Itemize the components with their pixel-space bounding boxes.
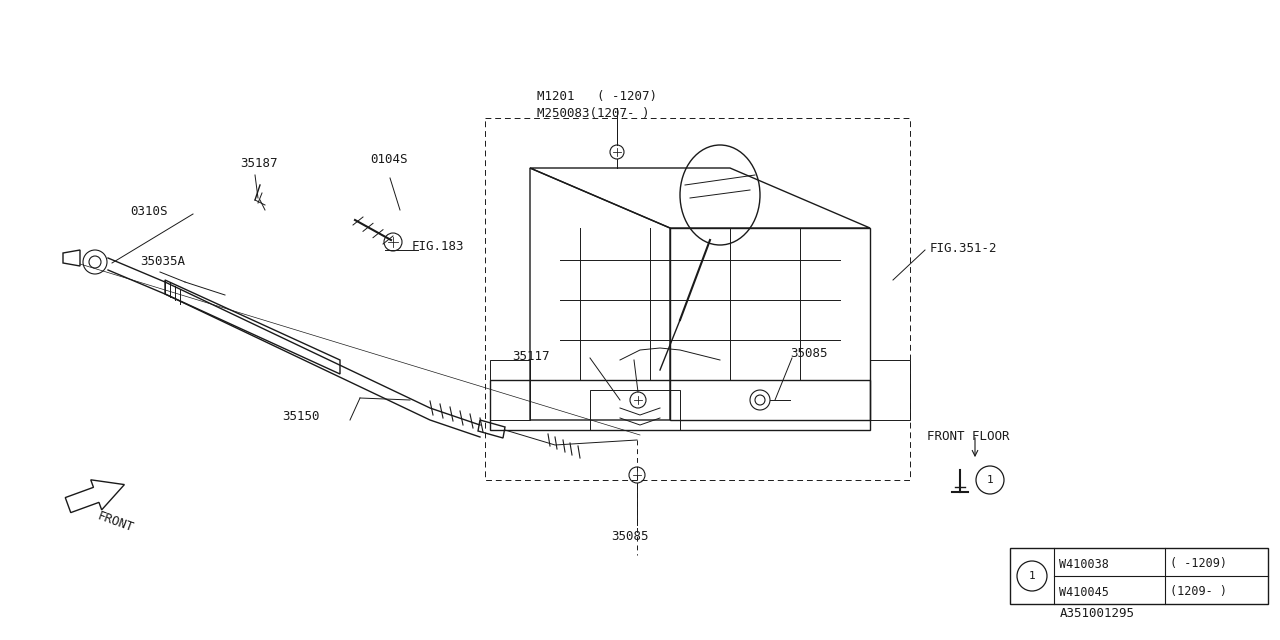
Text: W410045: W410045	[1059, 586, 1108, 598]
Text: FRONT FLOOR: FRONT FLOOR	[927, 430, 1010, 443]
Text: 1: 1	[1029, 571, 1036, 581]
Text: 35150: 35150	[282, 410, 320, 423]
Text: (1209- ): (1209- )	[1170, 586, 1228, 598]
Text: 0104S: 0104S	[370, 153, 407, 166]
Text: FIG.351-2: FIG.351-2	[931, 242, 997, 255]
Text: FRONT: FRONT	[95, 510, 134, 535]
Text: 35187: 35187	[241, 157, 278, 170]
Text: 35085: 35085	[790, 347, 827, 360]
Text: FIG.183: FIG.183	[412, 240, 465, 253]
Text: 0310S: 0310S	[131, 205, 168, 218]
Text: 35085: 35085	[612, 530, 649, 543]
Text: M1201   ( -1207): M1201 ( -1207)	[538, 90, 657, 103]
Text: W410038: W410038	[1059, 557, 1108, 570]
Text: 1: 1	[987, 475, 993, 485]
Text: ( -1209): ( -1209)	[1170, 557, 1228, 570]
Bar	[1010, 548, 1268, 604]
Text: 35117: 35117	[512, 350, 550, 363]
Text: M250083(1207- ): M250083(1207- )	[538, 107, 649, 120]
Text: A351001295: A351001295	[1060, 607, 1135, 620]
Text: 35035A: 35035A	[140, 255, 186, 268]
